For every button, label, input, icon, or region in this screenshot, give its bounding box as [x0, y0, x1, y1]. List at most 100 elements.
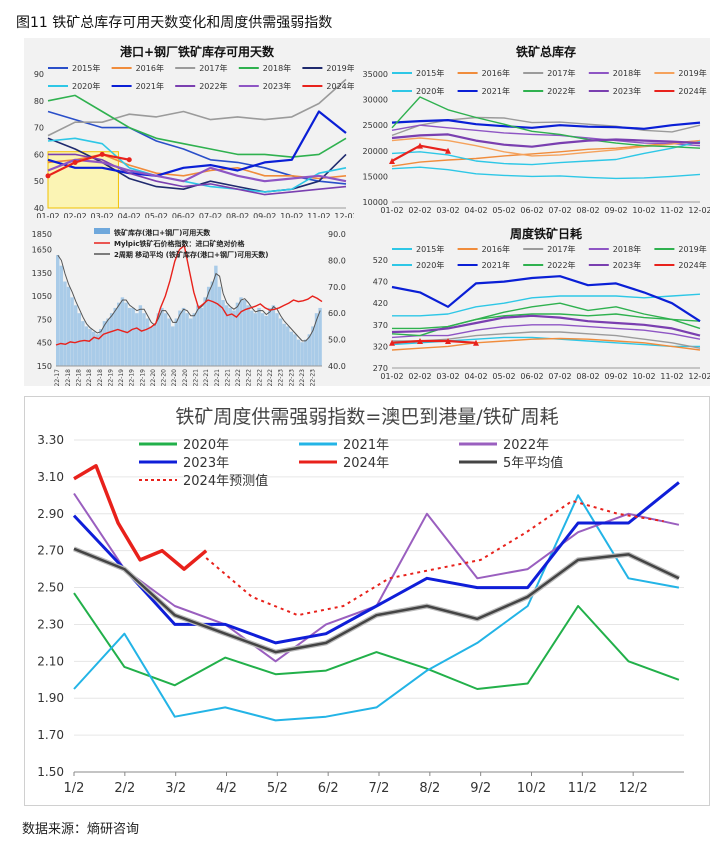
x-tick-label: 9-22-19 [129, 369, 136, 386]
x-tick-label: 6-22-23 [288, 369, 295, 386]
bar [127, 307, 132, 366]
data-point [72, 159, 78, 165]
x-tick-label: 3-22-19 [107, 369, 114, 386]
bar [268, 307, 272, 366]
legend-label: 2022年 [547, 260, 575, 270]
x-tick-label: 09-02 [604, 372, 627, 381]
series-line [73, 464, 208, 571]
bar [73, 305, 78, 366]
right-y-tick-label: 90.0 [328, 230, 346, 239]
data-point [473, 339, 479, 346]
bar [106, 318, 110, 366]
y-tick-label: 2.30 [37, 617, 64, 631]
left-y-tick-label: 1350 [32, 269, 52, 278]
bar [88, 329, 92, 366]
x-tick-label: 08-02 [226, 212, 249, 218]
x-tick-label: 07-02 [548, 372, 571, 381]
y-tick-label: 1.50 [37, 765, 64, 779]
legend-label: 2015年 [416, 244, 444, 254]
left-y-tick-label: 1850 [32, 230, 52, 239]
legend-swatch [94, 228, 110, 234]
chart-weekly-ore-consumption: 周度铁矿日耗 270 320 370 420 470 520 01-02 02-02 03-02 0… [373, 226, 710, 381]
x-tick-label: 11/2 [568, 781, 597, 796]
x-tick-label: 8/2 [419, 781, 440, 796]
bar [311, 326, 315, 366]
series-line [73, 494, 680, 722]
y-tick-label: 2.70 [37, 544, 64, 558]
x-tick-label: 3-22-23 [278, 369, 285, 386]
bar [102, 321, 107, 366]
legend-label: 2017年 [547, 68, 575, 78]
bar [174, 318, 179, 366]
series-line [392, 331, 701, 349]
bar [171, 326, 175, 366]
bar [113, 307, 117, 366]
bar [77, 313, 81, 366]
bar [224, 305, 229, 366]
bar [91, 331, 96, 366]
x-tick-label: 6/2 [318, 781, 339, 796]
figure-title: 图11 铁矿总库存可用天数变化和周度供需强弱指数 [16, 15, 333, 31]
x-tick-label: 09-02 [604, 206, 627, 215]
bar [304, 339, 308, 366]
x-tick-label: 9-22-20 [171, 369, 178, 386]
x-tick-label: 3/2 [165, 781, 186, 796]
bar [81, 321, 85, 366]
y-tick-label: 520 [373, 256, 388, 265]
bar [271, 305, 276, 366]
series-line [47, 158, 347, 183]
legend-label: 5年平均值 [503, 455, 563, 471]
data-point [417, 142, 423, 149]
right-y-tick-label: 60.0 [328, 309, 346, 318]
legend-label: 2022年 [503, 438, 549, 453]
x-tick-label: 05-02 [145, 212, 168, 218]
bar [56, 255, 60, 366]
x-tick-label: 03-02 [436, 206, 459, 215]
x-tick-label: 11-02 [307, 212, 330, 218]
x-tick-label: 12-22-19 [139, 369, 146, 386]
y-tick-label: 25000 [363, 121, 388, 130]
x-tick-label: 05-02 [492, 206, 515, 215]
right-y-tick-label: 70.0 [328, 283, 346, 292]
bar [282, 323, 286, 366]
x-tick-label: 4/2 [216, 781, 237, 796]
series-line [391, 166, 701, 180]
y-tick-label: 1.70 [37, 728, 64, 742]
legend-label: 2020年 [416, 260, 444, 270]
bar [260, 313, 265, 366]
x-tick-label: 03-02 [91, 212, 114, 218]
legend-label: 2020年 [416, 86, 444, 96]
chart-title: 周度铁矿日耗 [510, 226, 582, 241]
y-tick-label: 90 [34, 70, 44, 79]
x-tick-label: 12/2 [619, 781, 648, 796]
series-line [391, 133, 701, 148]
legend-label: 2022年 [199, 81, 227, 91]
data-point [445, 147, 451, 154]
legend-label: 2023年 [613, 260, 641, 270]
legend-label: 2周期 移动平均 (铁矿库存(港口+钢厂)可用天数) [114, 250, 268, 259]
bar [232, 310, 236, 366]
bar [192, 313, 197, 366]
left-y-tick-label: 750 [37, 315, 52, 324]
x-tick-label: 12-22-20 [182, 369, 189, 386]
x-tick-label: 6-22-19 [118, 369, 125, 386]
series-line [205, 499, 664, 617]
data-point [99, 151, 105, 157]
legend-label: 2019年 [678, 244, 706, 254]
bar [264, 315, 268, 366]
bar [178, 310, 182, 366]
bar [70, 297, 74, 366]
left-y-tick-label: 1050 [32, 292, 52, 301]
y-tick-label: 35000 [363, 70, 388, 79]
series-line [73, 592, 680, 690]
bar [149, 326, 153, 366]
data-point [45, 173, 51, 179]
chart-inventory-days-vs-price: 150 450 750 1050 1350 1650 1850 40.0 50.0 60.0 70.… [32, 228, 346, 386]
series-line [392, 293, 701, 317]
bar [59, 265, 64, 366]
series-line [47, 78, 347, 137]
x-tick-label: 6-22-18 [75, 369, 82, 386]
series-line [391, 337, 701, 351]
legend-label: 2021年 [343, 438, 389, 453]
left-y-tick-label: 150 [37, 362, 52, 371]
